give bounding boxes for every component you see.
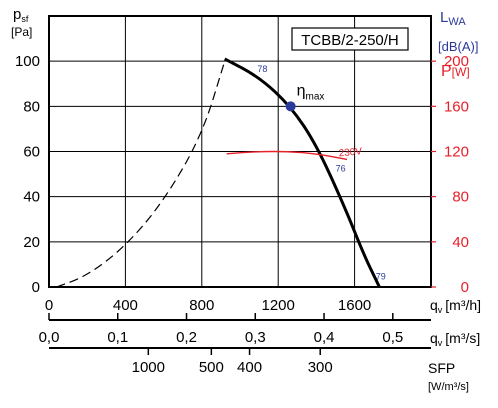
- x-axis-m3h-label: qv [m³/h]: [430, 297, 481, 315]
- sfp-tick-label: 400: [237, 359, 262, 376]
- efficiency-label: ηmax: [297, 82, 325, 102]
- x-m3h-tick-label: 400: [113, 297, 138, 314]
- sfp-tick-label: 300: [308, 359, 333, 376]
- sfp-axis-unit: [W/m³/s]: [428, 381, 469, 393]
- power-axis-label-main: P: [441, 63, 452, 80]
- power-tick-label: 0: [461, 279, 469, 296]
- left-axis-ticks: 0 20 40 60 80 100: [15, 53, 40, 296]
- fan-curve: [224, 57, 381, 288]
- x-axis-m3s-label-main: q: [430, 330, 438, 346]
- lwa-axis-label: LWA: [440, 9, 466, 28]
- left-axis-label-sub: sf: [21, 14, 29, 24]
- sfp-axis-ticks: 1000 500 400 300: [132, 348, 333, 376]
- x-m3s-tick-label: 0,3: [245, 329, 266, 346]
- x-axis-m3h-label-sub: v: [438, 305, 443, 315]
- x-axis-m3h-unit: [m³/h]: [445, 297, 481, 313]
- left-axis-unit: [Pa]: [11, 25, 32, 39]
- x-axis-m3s-label-sub: v: [438, 338, 443, 348]
- title-box: [291, 27, 409, 51]
- x-m3h-tick-label: 0: [45, 297, 53, 314]
- left-tick-label: 80: [23, 98, 40, 115]
- left-tick-label: 40: [23, 189, 40, 206]
- x-m3s-tick-label: 0,5: [382, 329, 403, 346]
- lwa-axis-label-sub: WA: [448, 16, 466, 28]
- x-m3h-tick-label: 1600: [338, 297, 371, 314]
- power-tick-label: 80: [452, 189, 469, 206]
- power-curve: [226, 150, 348, 161]
- x-axis-m3s-ticks: 0,0 0,1 0,2 0,3 0,4 0,5: [39, 313, 403, 346]
- x-m3s-tick-label: 0,0: [39, 329, 60, 346]
- sound-level-label: 76: [336, 163, 346, 173]
- sound-level-label: 79: [376, 272, 386, 282]
- sfp-tick-label: 500: [199, 359, 224, 376]
- left-axis-label-main: p: [13, 6, 21, 23]
- power-tick-label: 160: [444, 98, 469, 115]
- x-axis-m3s-label: qv [m³/s]: [430, 330, 480, 348]
- left-tick-label: 0: [32, 279, 40, 296]
- lwa-axis-label-main: L: [440, 9, 448, 26]
- series-group: 230V 78 76 79 ηmax: [56, 57, 386, 288]
- power-tick-label: 120: [444, 144, 469, 161]
- x-m3s-tick-label: 0,2: [176, 329, 197, 346]
- lwa-axis-unit: [dB(A)]: [438, 39, 478, 54]
- x-m3s-tick-label: 0,1: [107, 329, 128, 346]
- x-m3h-tick-label: 800: [189, 297, 214, 314]
- left-axis-label: psf: [13, 6, 29, 24]
- efficiency-label-main: η: [297, 82, 306, 99]
- power-tick-label: 40: [452, 234, 469, 251]
- x-axis-m3h-ticks: 0 400 800 1200 1600: [45, 297, 371, 314]
- x-m3s-tick-label: 0,4: [314, 329, 335, 346]
- power-axis-ticks: 0 40 80 120 160 200: [431, 53, 469, 296]
- sfp-axis-label: SFP: [428, 360, 455, 376]
- left-tick-label: 20: [23, 234, 40, 251]
- left-tick-label: 100: [15, 53, 40, 70]
- efficiency-label-sub: max: [306, 91, 325, 102]
- system-curve-dashed: [56, 61, 226, 288]
- chart-title: TCBB/2-250/H: [301, 32, 399, 49]
- power-axis-label: P[W]: [441, 63, 470, 80]
- x-m3h-tick-label: 1200: [262, 297, 295, 314]
- power-tick-label: 200: [444, 53, 469, 70]
- power-curve-label: 230V: [338, 146, 363, 159]
- power-axis-unit: [W]: [452, 65, 470, 79]
- efficiency-point: [285, 101, 296, 112]
- sfp-tick-label: 1000: [132, 359, 165, 376]
- x-axis-m3h-label-main: q: [430, 297, 438, 313]
- x-axis-m3s-unit: [m³/s]: [445, 330, 480, 346]
- left-tick-label: 60: [23, 144, 40, 161]
- sound-level-label: 78: [257, 64, 267, 74]
